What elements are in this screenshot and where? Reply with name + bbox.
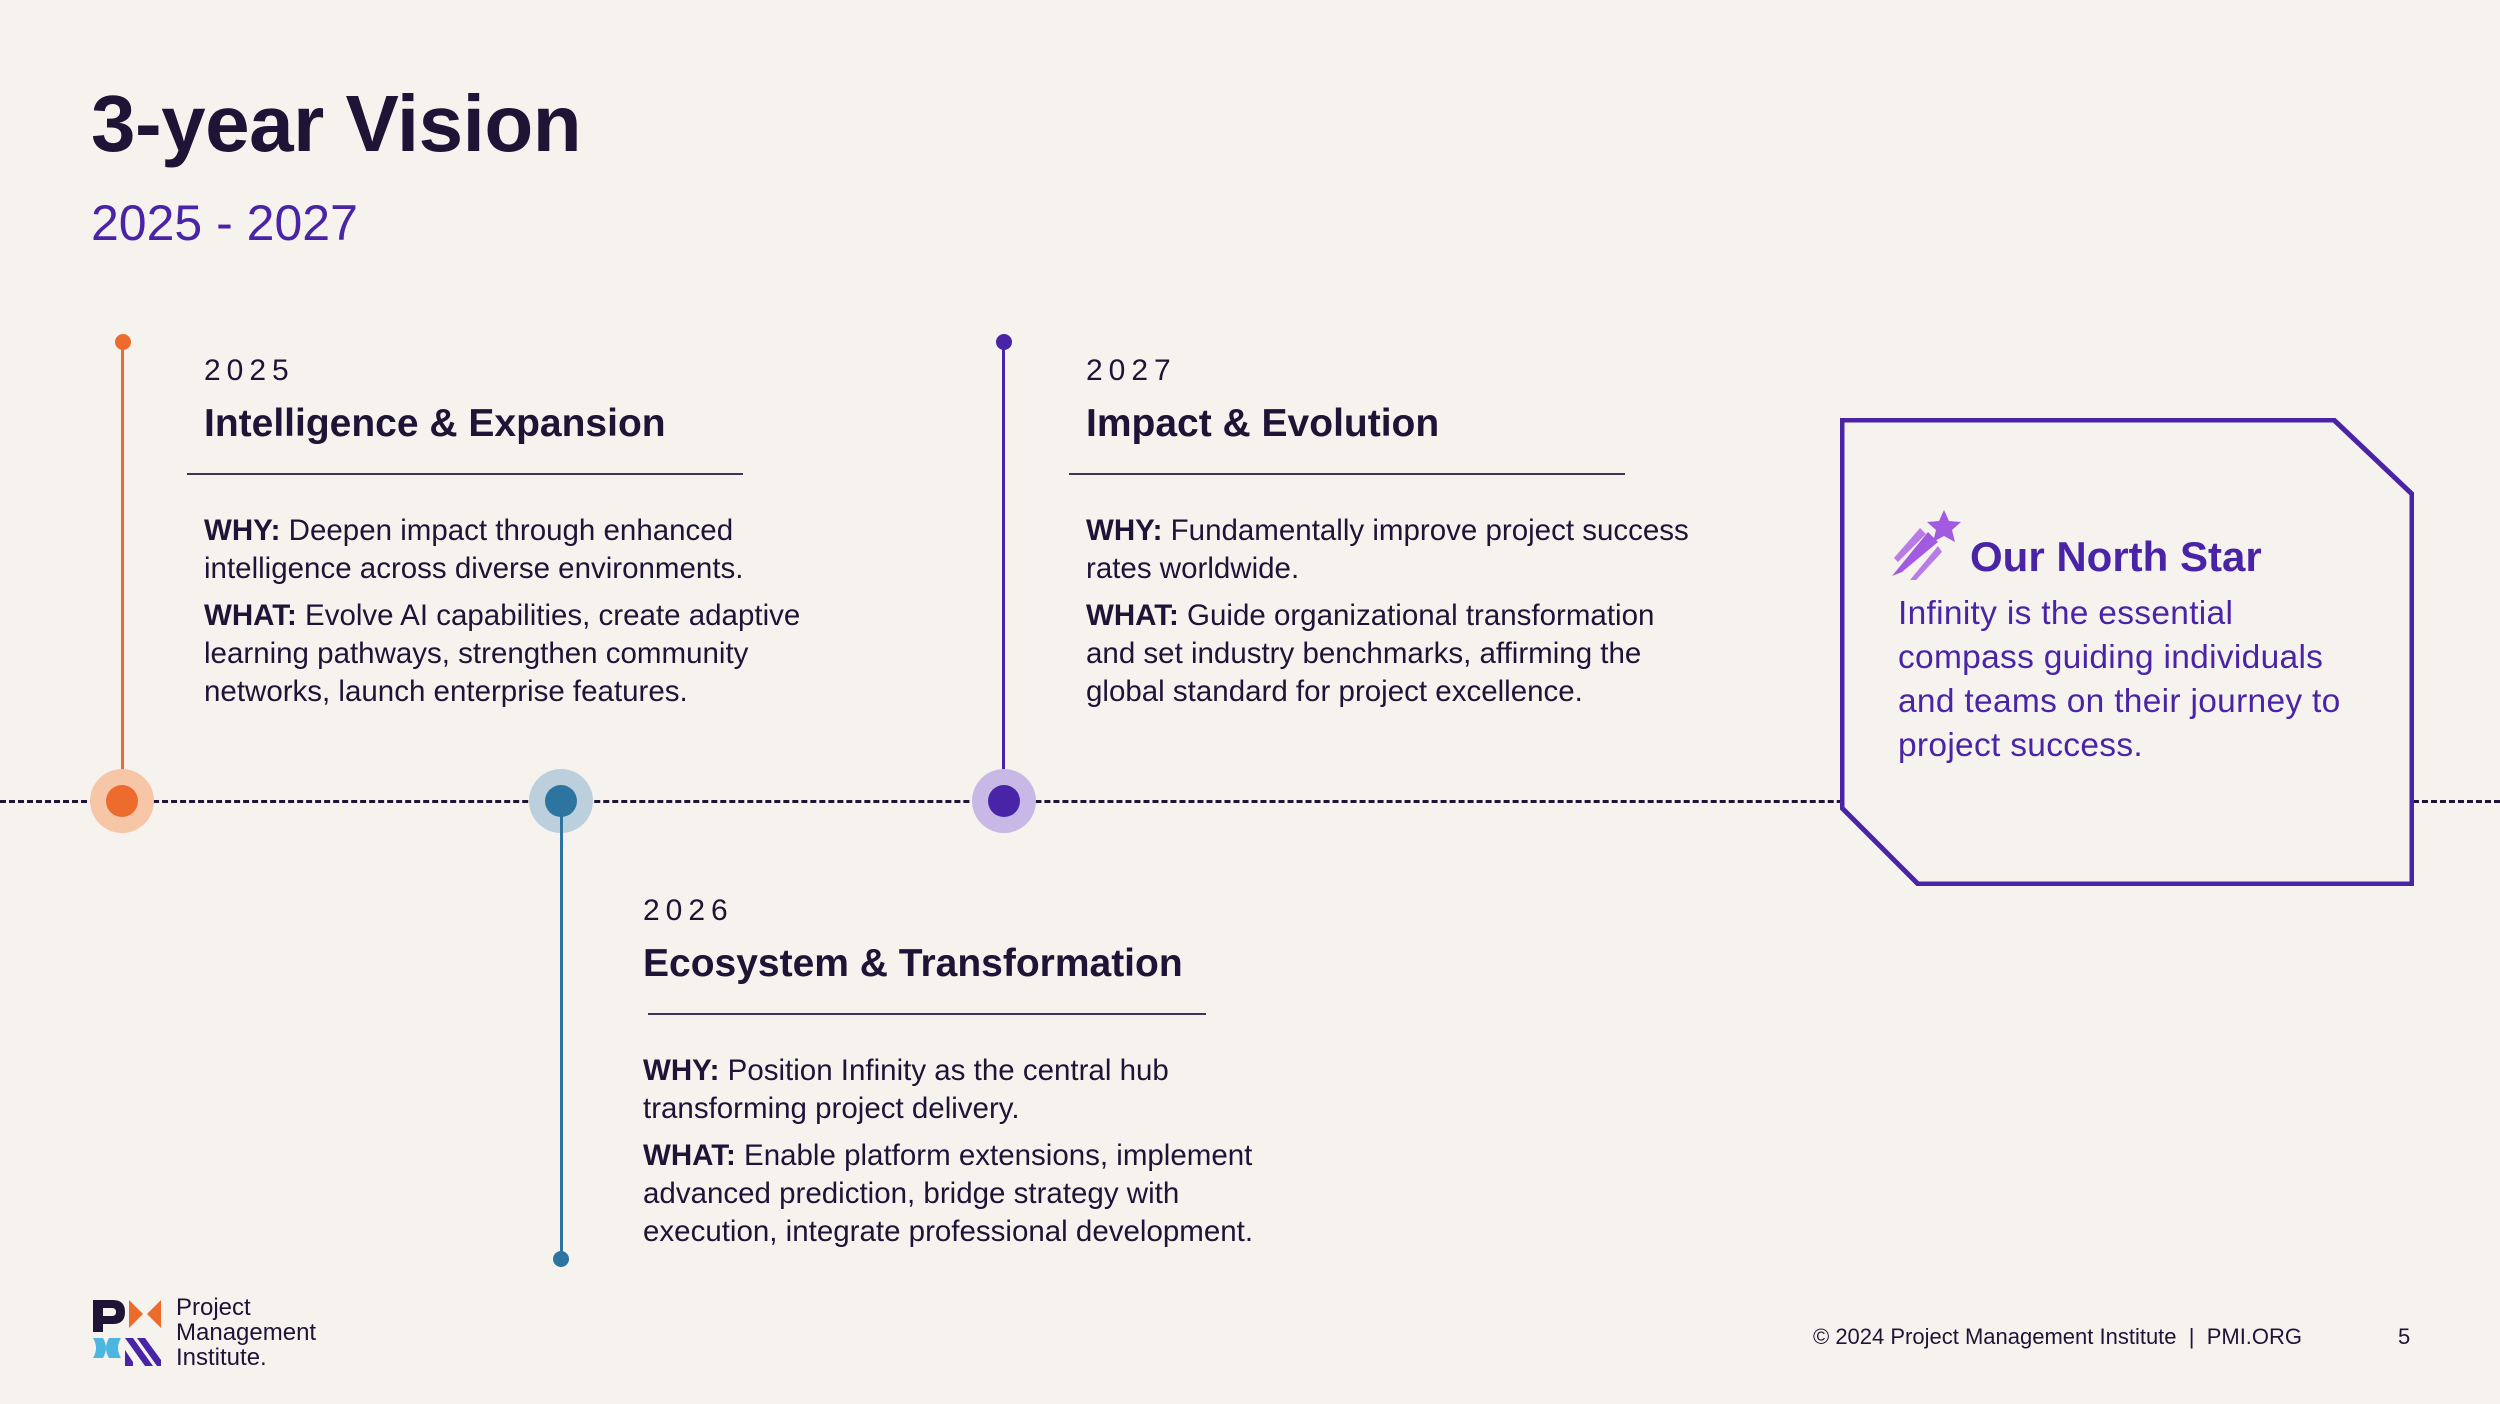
- milestone-title: Intelligence & Expansion: [204, 402, 666, 445]
- what-text: Guide organizational transformation and …: [1086, 599, 1655, 708]
- timeline-axis: [0, 800, 2500, 803]
- north-star-text: Infinity is the essential compass guidin…: [1898, 595, 2341, 764]
- why-label: WHY:: [1086, 514, 1163, 547]
- milestone-title: Impact & Evolution: [1086, 402, 1440, 445]
- what-paragraph: WHAT: Evolve AI capabilities, create ada…: [204, 597, 854, 711]
- what-label: WHAT:: [204, 599, 297, 632]
- milestone-divider: [648, 1013, 1206, 1015]
- timeline-connector-2025: [121, 342, 124, 800]
- what-text: Enable platform extensions, implement ad…: [643, 1139, 1254, 1248]
- milestone-year: 2027: [1086, 354, 1177, 387]
- what-paragraph: WHAT: Enable platform extensions, implem…: [643, 1137, 1293, 1251]
- north-star-card: [1840, 418, 2414, 886]
- page-title: 3-year Vision: [91, 79, 582, 168]
- what-text: Evolve AI capabilities, create adaptive …: [204, 599, 801, 708]
- footer-copyright: © 2024 Project Management Institute | PM…: [1813, 1324, 2303, 1349]
- timeline-connector-2027: [1002, 342, 1005, 800]
- pmi-logo-icon: [93, 1300, 161, 1366]
- why-text: Deepen impact through enhanced intellige…: [204, 514, 744, 585]
- timeline-connector-2026: [560, 800, 563, 1258]
- logo-line: Management: [176, 1319, 317, 1346]
- what-label: WHAT:: [1086, 599, 1179, 632]
- pmi-logo-text: Project Management Institute.: [176, 1295, 316, 1370]
- milestone-body: WHY: Fundamentally improve project succe…: [1086, 512, 1696, 720]
- logo-line: Institute.: [176, 1344, 267, 1371]
- page-number: 5: [2398, 1324, 2411, 1349]
- north-star-heading: Our North Star: [1970, 533, 2262, 580]
- what-label: WHAT:: [643, 1139, 736, 1172]
- milestone-year: 2025: [204, 354, 295, 387]
- milestone-2025: 2025 Intelligence & Expansion: [204, 354, 844, 446]
- timeline-node-core: [106, 785, 138, 817]
- shooting-star-icon: [1892, 510, 1961, 580]
- what-paragraph: WHAT: Guide organizational transformatio…: [1086, 597, 1696, 711]
- milestone-title: Ecosystem & Transformation: [643, 942, 1183, 985]
- why-text: Position Infinity as the central hub tra…: [643, 1054, 1169, 1125]
- page-subtitle: 2025 - 2027: [91, 195, 358, 251]
- milestone-year: 2026: [643, 894, 734, 927]
- why-paragraph: WHY: Deepen impact through enhanced inte…: [204, 512, 854, 588]
- milestone-body: WHY: Position Infinity as the central hu…: [643, 1052, 1293, 1260]
- milestone-divider: [1069, 473, 1625, 475]
- timeline-endpoint-dot: [553, 1251, 569, 1267]
- logo-line: Project: [176, 1294, 251, 1321]
- why-paragraph: WHY: Position Infinity as the central hu…: [643, 1052, 1293, 1128]
- timeline-node-core: [988, 785, 1020, 817]
- why-label: WHY:: [643, 1054, 720, 1087]
- why-paragraph: WHY: Fundamentally improve project succe…: [1086, 512, 1696, 588]
- why-label: WHY:: [204, 514, 281, 547]
- milestone-divider: [187, 473, 743, 475]
- milestone-body: WHY: Deepen impact through enhanced inte…: [204, 512, 854, 720]
- milestone-2026: 2026 Ecosystem & Transformation: [643, 894, 1343, 986]
- milestone-2027: 2027 Impact & Evolution: [1086, 354, 1726, 446]
- why-text: Fundamentally improve project success ra…: [1086, 514, 1689, 585]
